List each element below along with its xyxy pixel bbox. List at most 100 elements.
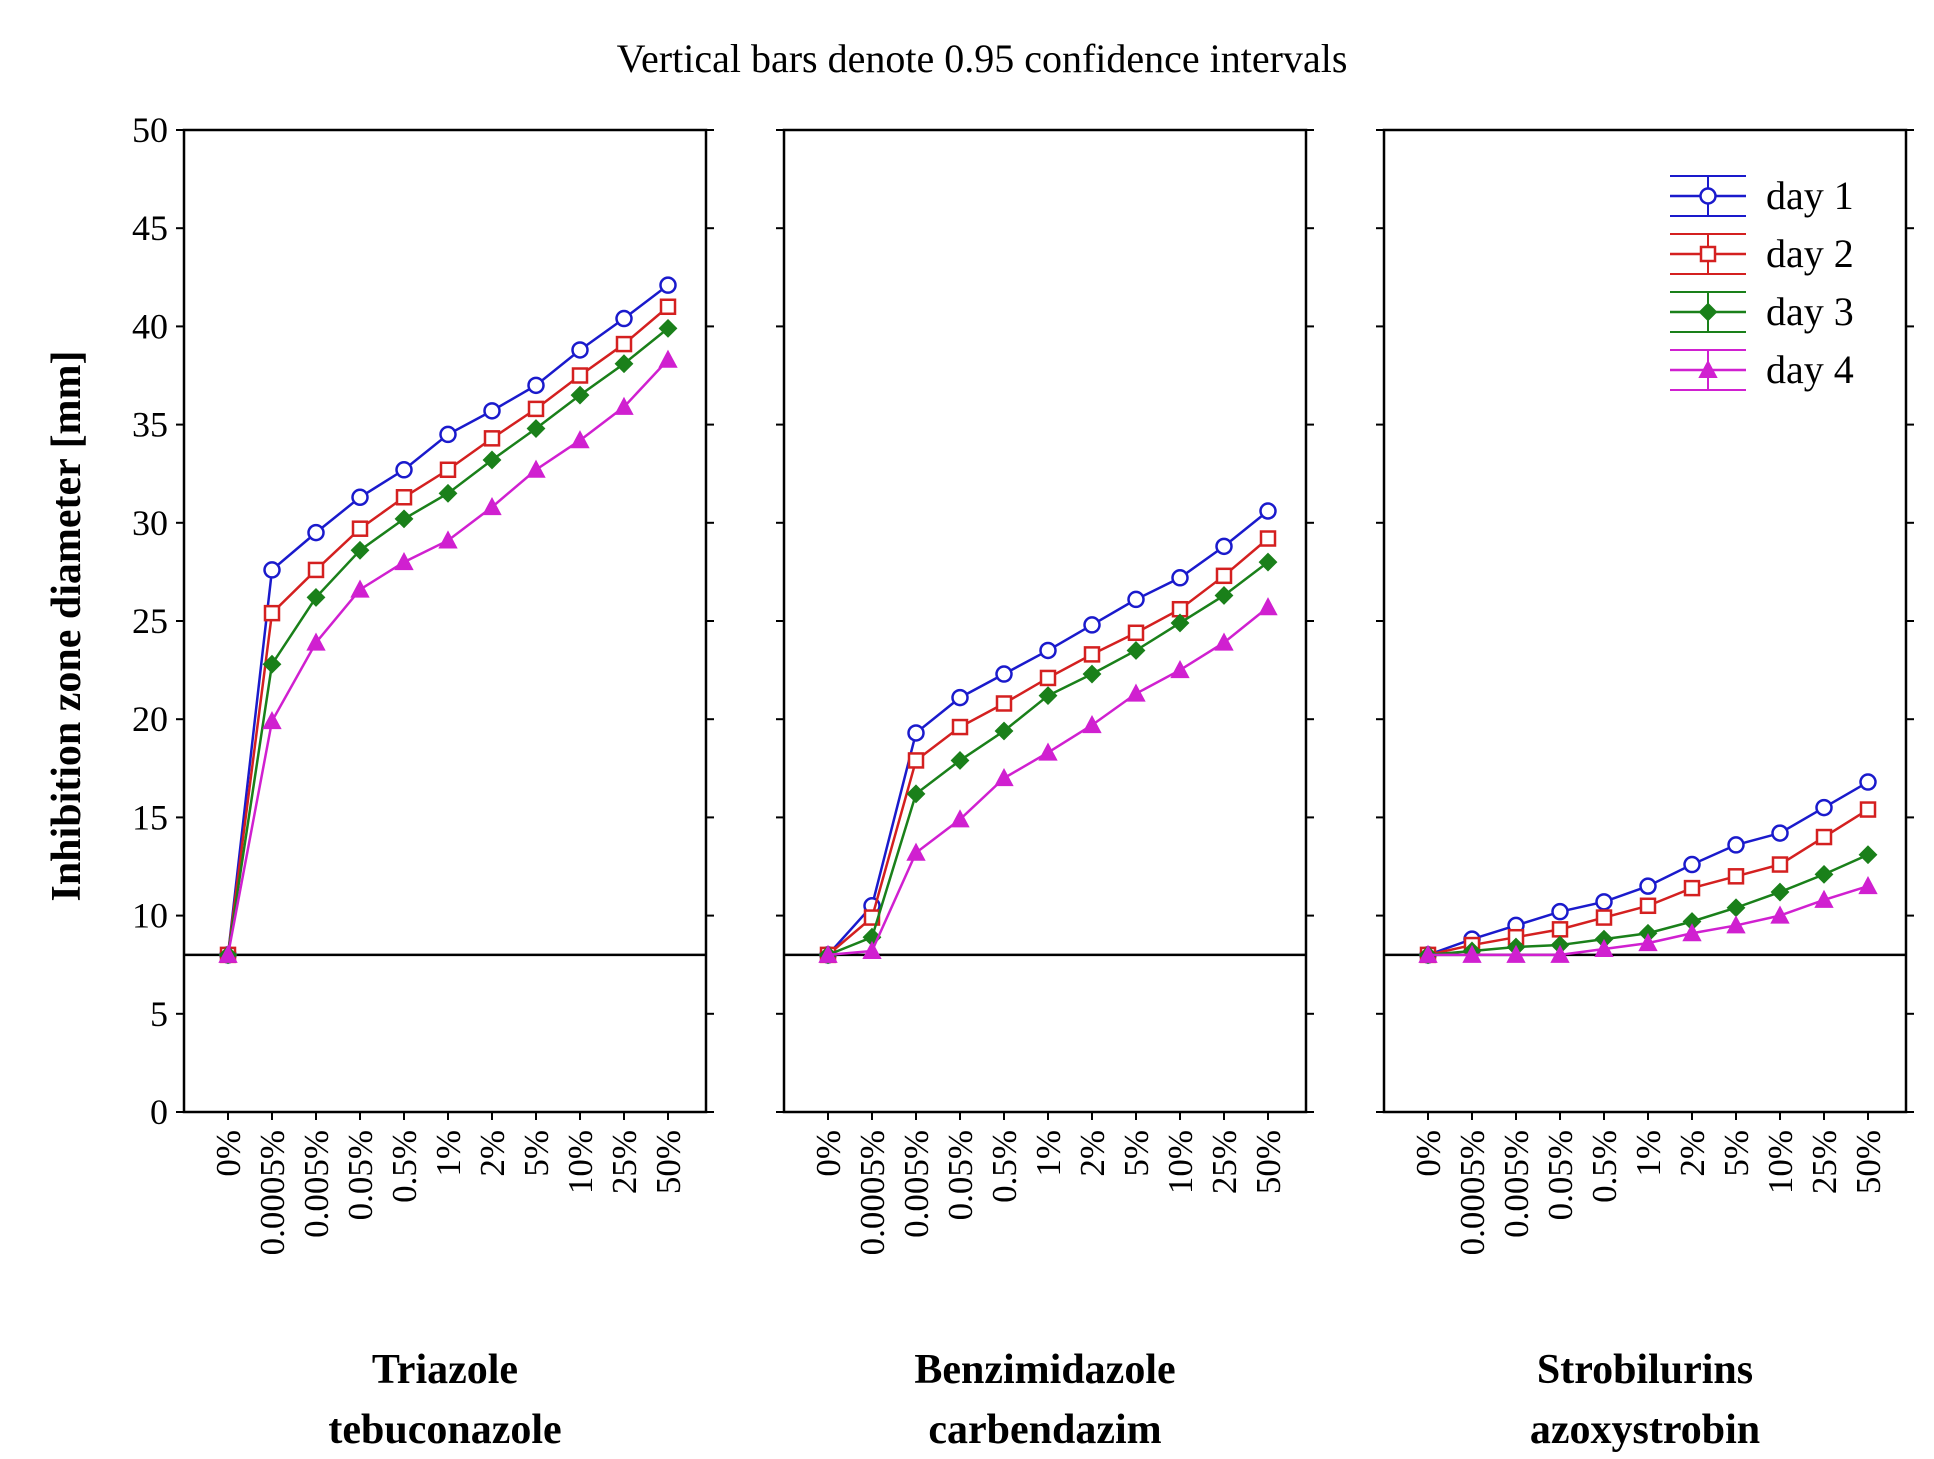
legend: day 1 day 2 day 3 day 4 [1670,173,1854,392]
data-point [263,604,281,622]
data-point [950,751,970,770]
y-tick-label: 25 [132,601,168,641]
data-point [1082,714,1102,734]
data-point [614,354,634,374]
x-tick-label: 5% [1717,1130,1756,1177]
panel-label-line1: Benzimidazole [914,1347,1175,1393]
data-point [818,944,838,963]
y-tick-label: 50 [132,110,168,150]
data-point [1770,882,1790,902]
legend-marker [1699,245,1717,263]
x-tick-label: 1% [1029,1130,1068,1177]
panel-1: 0 5 10 15 20 25 30 35 40 45 50 0% 0.0005% 0.005% 0.05%… [132,110,714,1453]
data-point [1814,889,1834,908]
x-tick-label: 0% [809,1130,848,1177]
data-point [527,376,545,395]
x-tick-label: 2% [1673,1130,1712,1177]
data-point [1727,836,1745,854]
data-point [1639,877,1657,895]
x-tick-label: 0.05% [1541,1130,1580,1220]
x-tick-label: 0.005% [897,1130,936,1238]
legend-marker [1698,302,1718,322]
data-point [1126,641,1146,660]
plot-frame [782,128,1308,1114]
legend-entry-4: day 4 [1670,347,1854,392]
x-tick-label: 50% [1849,1130,1888,1194]
data-point [907,724,925,742]
x-tick-label: 25% [605,1130,644,1194]
data-point [307,561,325,579]
data-point [1595,909,1613,926]
data-point [1639,897,1657,915]
series-day-4 [218,349,678,963]
data-point [571,341,589,359]
panel-label-line2: carbendazim [928,1407,1161,1453]
data-point [1215,567,1233,585]
series-line [827,510,1269,956]
data-point [306,632,326,651]
data-point [1127,590,1145,609]
data-point [351,488,369,507]
panel-3: 0% 0.0005% 0.005% 0.05% 0.5% 1% 2% 5% 10% 25% 50% S… [1376,128,1914,1453]
x-tick-label: 0.05% [941,1130,980,1220]
y-tick-label: 45 [132,208,168,248]
x-tick-label: 1% [1629,1130,1668,1177]
data-point [570,385,590,405]
data-point [262,654,282,674]
data-point [527,400,545,418]
data-point [994,721,1014,741]
y-tick-label: 10 [132,896,168,936]
data-point [951,688,969,707]
y-tick-label: 0 [150,1092,168,1132]
legend-label: day 4 [1766,347,1854,392]
data-point [950,809,970,828]
data-point [438,483,458,503]
data-point [1082,664,1102,684]
series-day-4 [1418,876,1878,963]
series-day-3 [818,552,1278,965]
x-tick-label: 0.5% [1585,1130,1624,1203]
panel-label-line2: azoxystrobin [1530,1407,1760,1453]
data-point [658,349,678,368]
data-point [1595,893,1613,911]
series-line [226,284,669,956]
data-point [395,461,413,479]
x-tick-label: 10% [1161,1130,1200,1194]
data-point [1170,659,1190,679]
data-point [906,784,926,804]
x-tick-label: 0.005% [1497,1130,1536,1238]
data-point [1215,537,1233,556]
data-point [1682,923,1702,942]
data-point [1814,864,1834,884]
legend-entry-1: day 1 [1670,173,1854,218]
data-point [571,367,589,384]
x-tick-label: 0.0005% [853,1130,892,1255]
data-point [1859,801,1877,818]
data-point [394,509,414,529]
y-tick-label: 40 [132,306,168,346]
series-line [226,358,669,956]
data-point [906,842,926,861]
y-tick-label: 15 [132,797,168,837]
x-tick-label: 5% [517,1130,556,1177]
series-line [827,606,1269,957]
y-axis-label: Inhibition zone diameter [mm] [44,350,90,901]
data-point [1171,569,1189,587]
y-tick-label: 35 [132,405,168,445]
data-point [995,695,1013,712]
data-point [1039,641,1057,660]
data-point [262,711,282,730]
data-point [1506,944,1526,963]
data-point [951,718,969,736]
legend-entry-3: day 3 [1670,289,1854,334]
data-point [1214,586,1234,605]
data-point [615,309,633,328]
data-point [1550,944,1570,963]
y-tick-label: 20 [132,699,168,739]
y-tick-label: 5 [150,994,168,1034]
x-tick-label: 0.5% [385,1130,424,1203]
legend-marker [1698,359,1718,378]
data-point [218,944,238,963]
